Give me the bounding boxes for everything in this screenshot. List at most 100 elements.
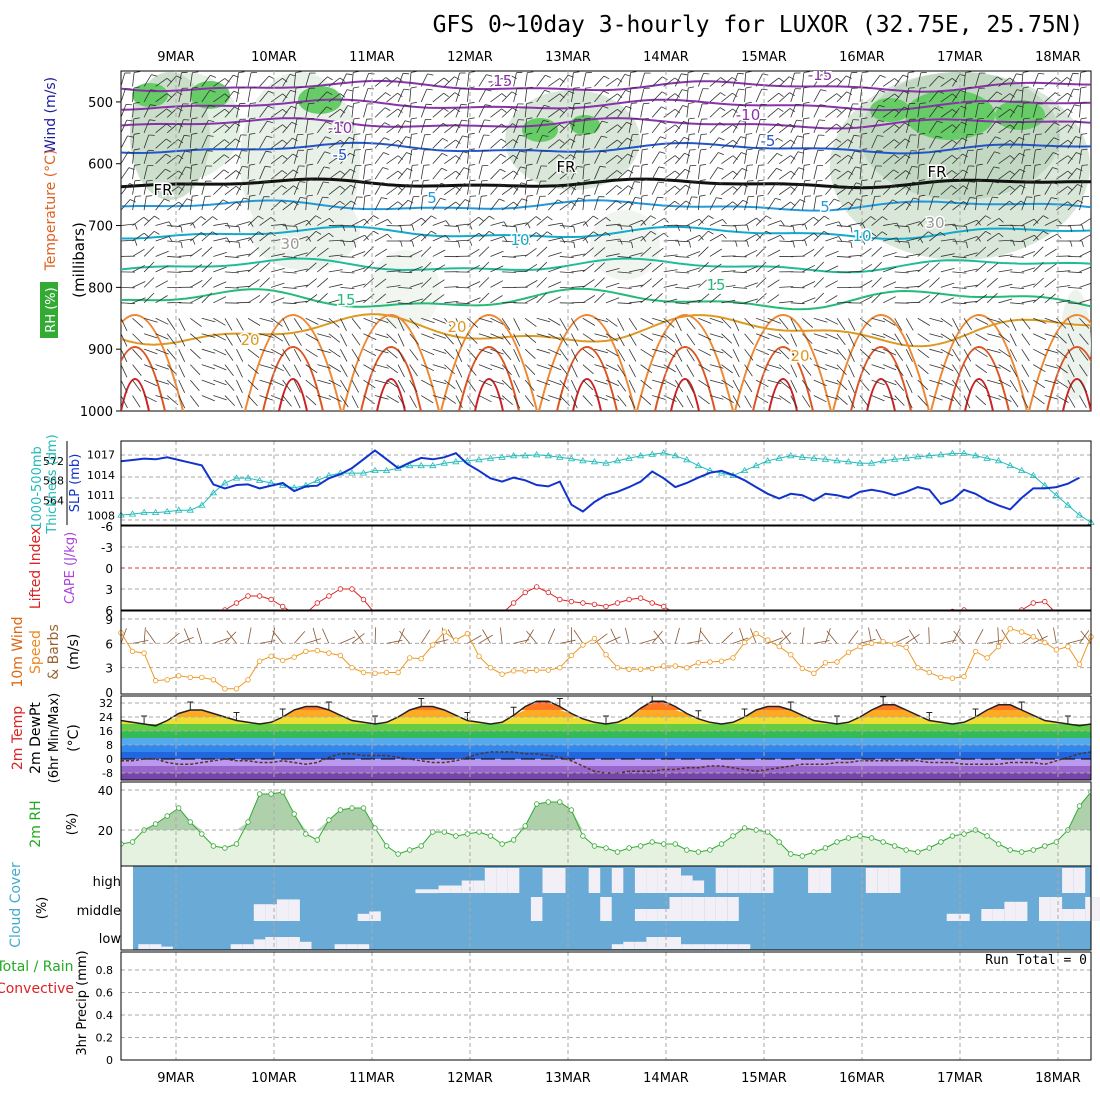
wind-barb (1056, 270, 1071, 273)
wind-barb-flag (700, 164, 707, 166)
wind-barb (871, 348, 886, 354)
rh-line-point (453, 833, 459, 839)
wind-barb-flag (1093, 165, 1099, 166)
wind-barb-flag (803, 86, 810, 89)
wind-barb (293, 197, 301, 211)
wind-barb (305, 364, 318, 374)
wind-barb (178, 379, 186, 393)
cloud-cell-high (415, 889, 427, 894)
wind-barb (709, 364, 724, 369)
wind-barb (478, 150, 484, 164)
wind-barb-flag (457, 226, 460, 233)
wind-barb (132, 134, 135, 149)
wind-barb-flag (603, 90, 609, 94)
wind-barb (213, 222, 228, 226)
wind-barb (975, 278, 987, 288)
wind-barb (259, 262, 271, 273)
wind-barb-flag (192, 238, 196, 245)
wind-barb (259, 292, 270, 304)
wind-barb (698, 215, 709, 226)
wind-barb-flag (746, 148, 753, 151)
wind-10m-line-point (903, 644, 909, 651)
wind-barb-flag (985, 215, 991, 220)
wind-barb (224, 138, 236, 149)
wind-barb-flag (462, 151, 470, 154)
wind-barb (293, 134, 298, 149)
wind-barb-flag (573, 87, 580, 89)
wind-barb (501, 91, 513, 103)
wind-barb-flag (584, 194, 591, 197)
wind-barb-flag (249, 163, 256, 166)
wind-barb-flag (619, 224, 623, 230)
wind-barb (1021, 364, 1030, 377)
wind-barb (628, 333, 637, 346)
lifted-index-tick-label: 0 (105, 562, 113, 576)
wind-barb (282, 105, 292, 118)
lifted-index-line-point (314, 600, 320, 606)
isotherm-line (121, 225, 1091, 240)
wind-barb (536, 165, 542, 180)
wind-barb (674, 73, 682, 87)
wind-barb (767, 279, 780, 288)
wind-barb-flag (266, 135, 273, 138)
wind-barb (721, 317, 732, 329)
wind-barb (409, 364, 418, 377)
wind-10m-line-point (268, 653, 274, 659)
wind-barb (755, 165, 759, 180)
thickness-axis-title-2: Thickness (dm) (45, 434, 60, 534)
wind-barb (652, 333, 666, 338)
wind-barb (674, 152, 685, 164)
wind-barb (1009, 379, 1018, 393)
wind-barb (686, 267, 701, 273)
wind-10m-barb (120, 628, 127, 644)
wind-barb (1021, 333, 1031, 346)
wind-barb (1079, 180, 1083, 195)
wind-barb-flag (191, 132, 198, 135)
wind-10m-barb (305, 638, 322, 644)
wind-barb-flag (512, 139, 519, 144)
wind-barb (1021, 234, 1035, 242)
temperature-axis-title: Temperature (°C) (43, 150, 59, 272)
wind-10m-frame (120, 610, 1092, 695)
wind-barb (571, 285, 586, 288)
wind-barb (201, 216, 213, 226)
wind-barb-flag (296, 118, 303, 120)
wind-barb (1010, 256, 1025, 258)
wind-barb-flag (959, 74, 966, 77)
wind-barb (340, 333, 348, 347)
wind-barb-flag (1016, 89, 1023, 92)
wind-10m-barb (928, 627, 930, 644)
wind-barb-flag (249, 117, 256, 120)
thickness-line-point (1064, 501, 1072, 508)
wind-barb (351, 134, 355, 149)
wind-barb (236, 166, 243, 180)
wind-barb (432, 153, 443, 164)
wind-barb-flag (1038, 73, 1045, 75)
wind-barb (871, 379, 885, 386)
wind-barb-flag (267, 120, 274, 124)
wind-10m-line-point (326, 650, 332, 656)
wind-barb-flag (688, 241, 691, 248)
wind-barb-flag (1077, 199, 1084, 204)
wind-barb-flag (558, 169, 564, 174)
wind-10m-line-point (672, 663, 678, 669)
wind-barb (328, 269, 343, 273)
wind-barb (836, 107, 848, 118)
thickness-tick-label: 564 (43, 494, 64, 507)
wind-barb (663, 283, 678, 288)
wind-barb (363, 88, 369, 103)
wind-barb (213, 379, 227, 386)
wind-barb-flag (745, 101, 752, 104)
wind-barb-flag (426, 88, 433, 91)
thickness-line-point (151, 508, 160, 515)
wind-barb (397, 349, 405, 362)
wind-barb-flag (557, 199, 564, 203)
wind-barb (224, 318, 233, 331)
wind-barb (709, 233, 723, 242)
wind-barb-flag (143, 216, 149, 222)
pressure-tick-label: 700 (88, 220, 113, 235)
run-total-label: Run Total = 0 (985, 953, 1087, 968)
wind-barb (836, 139, 849, 149)
wind-barb (674, 89, 683, 103)
wind-barb (617, 256, 632, 259)
